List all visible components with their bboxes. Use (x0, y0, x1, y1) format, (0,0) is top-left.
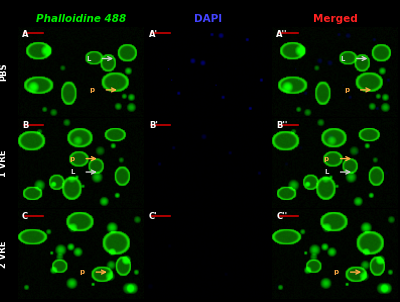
Text: A'': A'' (276, 30, 288, 39)
Text: 1 VRE: 1 VRE (0, 149, 8, 177)
Text: p: p (344, 87, 349, 93)
Text: L: L (86, 56, 91, 62)
Text: B: B (22, 121, 28, 130)
Text: C': C' (149, 212, 158, 221)
Text: L: L (70, 169, 74, 175)
Text: C'': C'' (276, 212, 287, 221)
Text: L: L (341, 56, 345, 62)
Text: A: A (22, 30, 28, 39)
Text: p: p (334, 269, 339, 275)
Text: p: p (80, 269, 84, 275)
Text: p: p (90, 87, 95, 93)
Text: 2 VRE: 2 VRE (0, 240, 8, 268)
Text: Phalloidine 488: Phalloidine 488 (36, 14, 126, 24)
Text: C: C (22, 212, 28, 221)
Text: L: L (324, 169, 329, 175)
Text: B': B' (149, 121, 158, 130)
Text: PBS: PBS (0, 63, 8, 81)
Text: p: p (324, 156, 329, 162)
Text: A': A' (149, 30, 158, 39)
Text: DAPI: DAPI (194, 14, 222, 24)
Text: p: p (69, 156, 74, 162)
Text: B'': B'' (276, 121, 288, 130)
Text: Merged: Merged (313, 14, 358, 24)
